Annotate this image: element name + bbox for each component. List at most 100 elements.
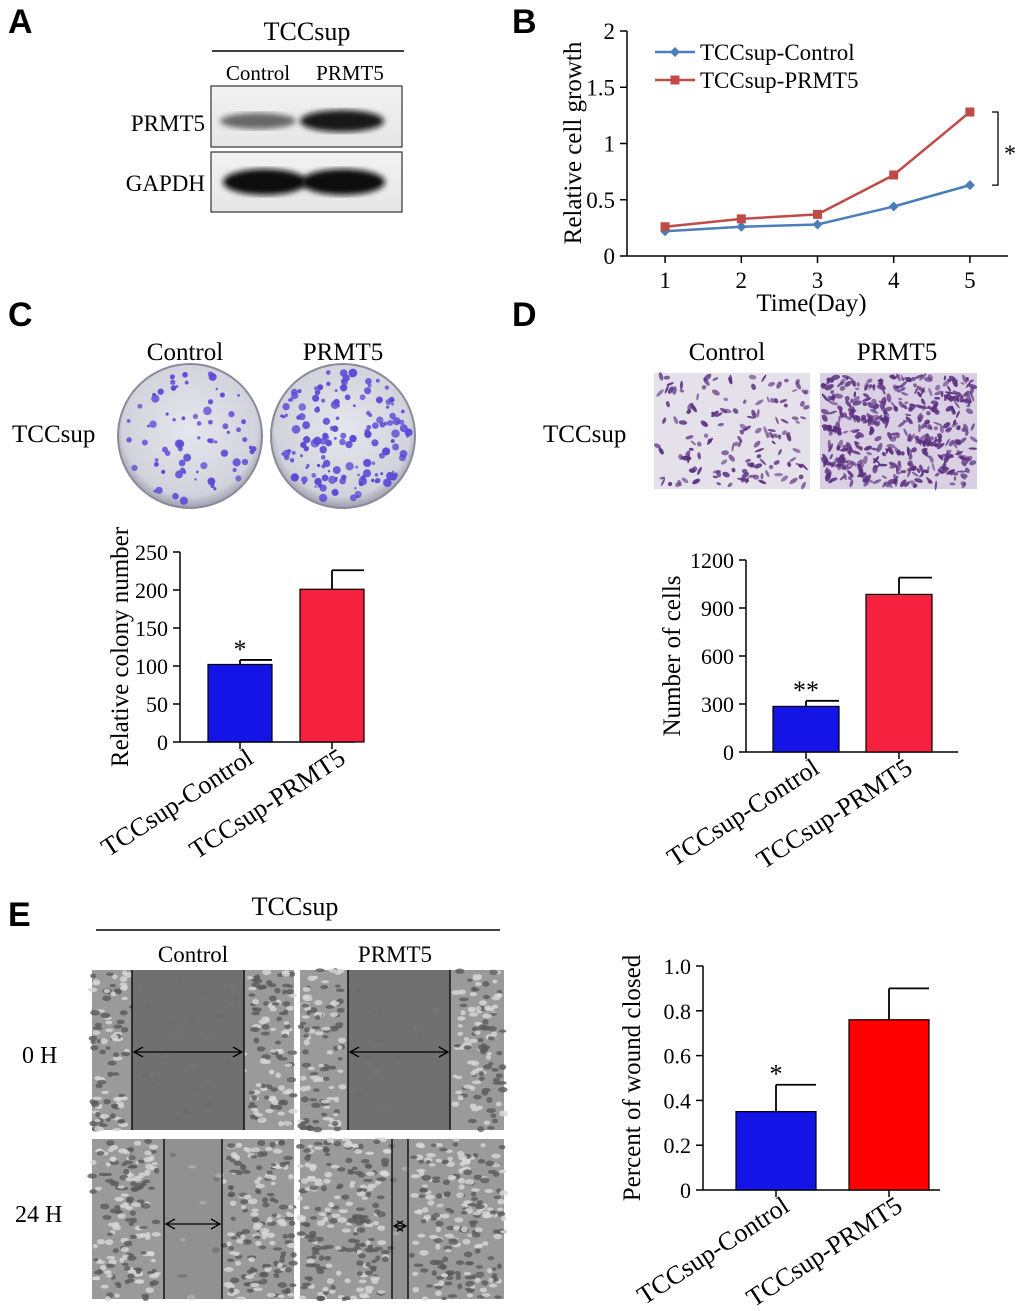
panel-letter-c: C bbox=[8, 296, 33, 334]
wound-image-control-24h bbox=[87, 1139, 298, 1302]
y-tick-label: 150 bbox=[135, 616, 168, 641]
wound-image-control-0h bbox=[87, 969, 299, 1132]
transwell-row-label: TCCsup bbox=[543, 421, 626, 448]
colony-column-label-prmt5: PRMT5 bbox=[303, 339, 384, 366]
transwell-image-control bbox=[653, 372, 810, 490]
bar-prmt5 bbox=[299, 588, 365, 743]
panel-letter-d: D bbox=[512, 296, 537, 334]
blot-band-prmt5-control bbox=[220, 113, 296, 129]
x-tick-label: 4 bbox=[888, 268, 900, 293]
y-tick-label: 300 bbox=[701, 692, 734, 717]
y-tick-label: 2 bbox=[604, 19, 616, 44]
y-tick-label: 0 bbox=[680, 1178, 691, 1203]
series-line-prmt5 bbox=[664, 111, 971, 228]
y-tick-label: 1200 bbox=[690, 548, 734, 573]
blot-lane-label-prmt5: PRMT5 bbox=[316, 61, 384, 85]
panel-a: A TCCsup Control PRMT5 PRMT5 GAPDH bbox=[8, 3, 404, 213]
legend-entry: TCCsup-PRMT5 bbox=[700, 68, 858, 93]
x-tick-label: TCCsup-Control bbox=[662, 753, 824, 873]
y-tick-label: 600 bbox=[701, 644, 734, 669]
wound-row-label-0h: 0 H bbox=[22, 1043, 57, 1069]
blot-band-gapdh-control bbox=[223, 169, 307, 195]
panel-d: D Control PRMT5 TCCsup 0 300 600 900 1200Num… bbox=[512, 296, 978, 875]
data-point bbox=[812, 219, 823, 230]
data-point bbox=[660, 222, 670, 232]
blot-row-label-prmt5: PRMT5 bbox=[131, 111, 205, 136]
blot-band-prmt5-prmt5 bbox=[300, 110, 384, 132]
bar-prmt5 bbox=[848, 1019, 930, 1191]
x-tick-label: 5 bbox=[964, 268, 976, 293]
wound-column-label-control: Control bbox=[158, 942, 228, 967]
bar-control bbox=[772, 705, 840, 753]
blot-gapdh-strip bbox=[210, 151, 403, 213]
legend-marker bbox=[670, 47, 680, 57]
colony-row-label: TCCsup bbox=[12, 421, 95, 448]
y-tick-label: 1 bbox=[604, 132, 616, 157]
panel-c: C Control PRMT5 TCCsup 0 50 100 150 200 250Re… bbox=[8, 296, 416, 865]
panel-letter-a: A bbox=[8, 3, 33, 41]
x-tick-label: 1 bbox=[659, 268, 671, 293]
colony-dish-control bbox=[117, 363, 263, 509]
legend-marker bbox=[670, 75, 680, 85]
wound-image-prmt5-24h bbox=[295, 1137, 509, 1302]
transwell-column-label-prmt5: PRMT5 bbox=[857, 339, 938, 366]
significance-marker: ** bbox=[793, 676, 819, 705]
data-point bbox=[813, 209, 822, 219]
y-axis-label: Number of cells bbox=[659, 575, 686, 736]
y-tick-label: 50 bbox=[146, 692, 168, 717]
x-tick-label: TCCsup-PRMT5 bbox=[184, 743, 350, 865]
data-point bbox=[888, 201, 899, 212]
y-tick-label: 200 bbox=[135, 578, 168, 603]
y-axis-label: Percent of wound closed bbox=[619, 954, 646, 1201]
panel-letter-e: E bbox=[8, 896, 31, 934]
bar-control bbox=[735, 1110, 817, 1191]
significance-marker: * bbox=[234, 635, 247, 664]
y-tick-label: 0.8 bbox=[664, 999, 692, 1024]
significance-marker: * bbox=[1004, 142, 1016, 168]
panel-e: E TCCsup Control PRMT5 0 H 24 H 00.20.40… bbox=[8, 892, 940, 1311]
x-tick-label: 2 bbox=[736, 268, 748, 293]
y-tick-label: 0 bbox=[157, 730, 168, 755]
panel-letter-b: B bbox=[512, 3, 537, 41]
blot-row-label-gapdh: GAPDH bbox=[126, 171, 205, 196]
blot-prmt5-strip bbox=[210, 85, 403, 148]
data-point bbox=[965, 107, 975, 117]
wound-row-label-24h: 24 H bbox=[15, 1202, 62, 1228]
transwell-column-label-control: Control bbox=[689, 339, 765, 366]
y-axis-label: Relative cell growth bbox=[560, 41, 587, 244]
data-point bbox=[964, 180, 975, 191]
y-tick-label: 900 bbox=[701, 596, 734, 621]
blot-cell-line-label: TCCsup bbox=[264, 17, 351, 46]
y-tick-label: 0 bbox=[604, 244, 616, 269]
line-chart-cell-growth: 0 0.5 1 1.5 2 1 2 3 4 5 Time(Day) Relative cell gro… bbox=[560, 19, 1016, 317]
wound-image-prmt5-0h bbox=[296, 968, 509, 1133]
y-tick-label: 1.0 bbox=[664, 954, 692, 979]
significance-bracket bbox=[992, 111, 999, 186]
transwell-image-prmt5 bbox=[820, 373, 978, 491]
data-point bbox=[736, 214, 746, 224]
significance-marker: * bbox=[770, 1060, 783, 1089]
bar-prmt5 bbox=[865, 593, 933, 753]
y-axis-label: Relative colony number bbox=[107, 526, 134, 767]
y-tick-label: 0.5 bbox=[586, 188, 615, 213]
y-tick-label: 0.6 bbox=[664, 1044, 692, 1069]
colony-column-label-control: Control bbox=[147, 339, 223, 366]
legend-entry: TCCsup-Control bbox=[700, 40, 855, 65]
bar-chart-wound-closed: 0 0.2 0.4 0.6 0.8 1.0 Percent of wound closed *… bbox=[619, 954, 940, 1311]
blot-band-gapdh-prmt5 bbox=[301, 169, 385, 195]
y-tick-label: 100 bbox=[135, 654, 168, 679]
y-tick-label: 250 bbox=[135, 540, 168, 565]
data-point bbox=[736, 221, 747, 232]
blot-lane-label-control: Control bbox=[226, 61, 290, 85]
colony-dish-prmt5 bbox=[270, 363, 416, 509]
wound-cell-line-label: TCCsup bbox=[252, 892, 339, 921]
y-tick-label: 0.2 bbox=[664, 1133, 692, 1158]
data-point bbox=[889, 170, 899, 180]
y-tick-label: 0 bbox=[723, 740, 734, 765]
panel-b: B 0 0.5 1 1.5 2 1 2 3 4 5 Time(Day) Relative cell g… bbox=[512, 3, 1016, 317]
wound-healing-images bbox=[87, 968, 509, 1302]
